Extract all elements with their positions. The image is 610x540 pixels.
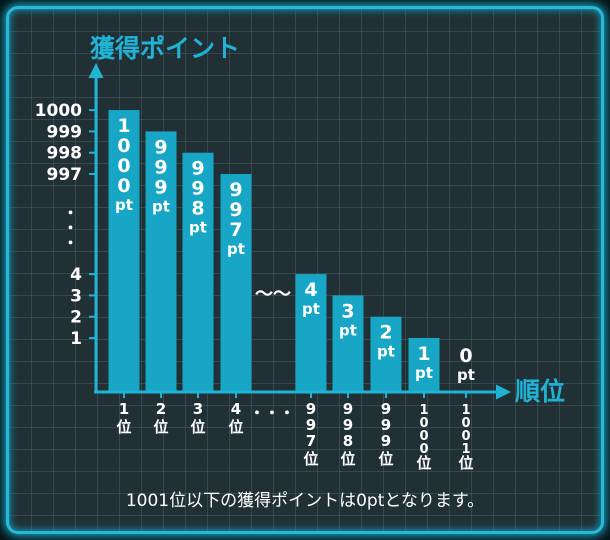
- rank-digit: 4: [231, 400, 241, 418]
- rank-digit: 0: [461, 429, 470, 444]
- bar-value-unit: pt: [339, 321, 357, 339]
- bar-value-digit: 2: [379, 322, 392, 344]
- bar-value-unit: pt: [189, 219, 207, 237]
- rank-digit: 9: [306, 400, 316, 418]
- rank-unit: 位: [116, 418, 131, 436]
- bar: [182, 152, 214, 392]
- bar-value-label: 1pt: [415, 343, 433, 382]
- y-tick-label: 999: [47, 122, 83, 142]
- y-tick-label: 997: [47, 165, 83, 185]
- rank-digit: 2: [156, 400, 166, 418]
- bar-value-unit: pt: [377, 343, 395, 361]
- bar: [220, 174, 252, 392]
- rank-digit: 9: [381, 400, 391, 418]
- axis-break-mark: 〜〜: [255, 284, 291, 305]
- rank-unit: 位: [153, 418, 168, 436]
- bar-value-digit: 8: [191, 198, 204, 220]
- rank-unit: 位: [190, 418, 205, 436]
- bar: [408, 338, 440, 392]
- rank-digit: 0: [419, 442, 428, 457]
- bar-value-unit: pt: [227, 240, 245, 258]
- bar-value-digit: 9: [154, 136, 167, 158]
- rank-digit: 9: [343, 416, 353, 434]
- rank-digit: 0: [419, 416, 428, 431]
- bar-value-label: 4pt: [302, 279, 320, 318]
- bar-value-label: 3pt: [339, 300, 357, 339]
- bar-value-unit: pt: [152, 197, 170, 215]
- rank-unit: 位: [458, 454, 473, 472]
- y-tick-label: 3: [70, 286, 82, 306]
- bar-value-digit: 9: [191, 158, 204, 180]
- bar-value-digit: 0: [117, 135, 130, 157]
- y-axis-ellipsis: ・・・: [61, 205, 79, 250]
- bar-value-unit: pt: [415, 364, 433, 382]
- y-tick-label: 1000: [35, 101, 82, 121]
- y-axis-label: 獲得ポイント: [90, 34, 240, 63]
- rank-unit: 位: [228, 418, 243, 436]
- bar-value-unit: pt: [457, 366, 475, 384]
- bar-value-digit: 4: [304, 279, 317, 301]
- bar: [295, 274, 327, 392]
- bar: [370, 316, 402, 392]
- bar-value-unit: pt: [115, 196, 133, 214]
- bar-value-digit: 9: [191, 178, 204, 200]
- rank-ellipsis: ・・・: [249, 404, 294, 422]
- bar: [332, 295, 364, 392]
- bar-value-unit: pt: [302, 300, 320, 318]
- x-rank-label: 2位: [153, 400, 168, 436]
- rank-unit: 位: [303, 450, 318, 468]
- rank-digit: 1: [119, 400, 129, 418]
- rank-unit: 位: [340, 450, 355, 468]
- x-rank-label: 4位: [228, 400, 243, 436]
- chart-frame: [6, 6, 604, 534]
- bar-value-digit: 1: [417, 343, 430, 365]
- rank-digit: 7: [306, 432, 316, 450]
- bar-value-digit: 9: [229, 179, 242, 201]
- bar-value-label: 0pt: [457, 345, 475, 384]
- y-tick-label: 2: [70, 308, 82, 328]
- bar-value-label: 2pt: [377, 322, 395, 361]
- rank-unit: 位: [416, 454, 431, 472]
- bar: [145, 131, 177, 392]
- x-rank-label: 3位: [190, 400, 205, 436]
- rank-digit: 8: [343, 432, 353, 450]
- rank-digit: 9: [381, 416, 391, 434]
- bar-value-digit: 7: [229, 219, 242, 241]
- y-tick-label: 998: [47, 144, 83, 164]
- rank-digit: 1: [461, 442, 470, 457]
- rank-digit: 9: [306, 416, 316, 434]
- bar-value-digit: 3: [341, 300, 354, 322]
- x-rank-label: 1位: [116, 400, 131, 436]
- bar-value-digit: 1: [117, 115, 130, 137]
- rank-digit: 1: [419, 403, 428, 418]
- bar-value-digit: 9: [154, 156, 167, 178]
- rank-digit: 0: [419, 429, 428, 444]
- bar-value-digit: 0: [117, 155, 130, 177]
- bar-value-digit: 9: [229, 199, 242, 221]
- bar-value-digit: 0: [459, 345, 472, 367]
- rank-digit: 9: [381, 432, 391, 450]
- rank-digit: 0: [461, 416, 470, 431]
- x-axis-label: 順位: [515, 377, 565, 406]
- bar-value-digit: 0: [117, 175, 130, 197]
- rank-digit: 1: [461, 403, 470, 418]
- x-rank-label: 1001位: [458, 403, 473, 472]
- rank-digit: 9: [343, 400, 353, 418]
- bar: [108, 110, 140, 392]
- rank-unit: 位: [378, 450, 393, 468]
- rank-digit: 3: [193, 400, 203, 418]
- y-tick-label: 1: [70, 329, 82, 349]
- bar-value-digit: 9: [154, 176, 167, 198]
- y-tick-label: 4: [70, 265, 82, 285]
- footnote-caption: 1001位以下の獲得ポイントは0ptとなります。: [125, 491, 485, 511]
